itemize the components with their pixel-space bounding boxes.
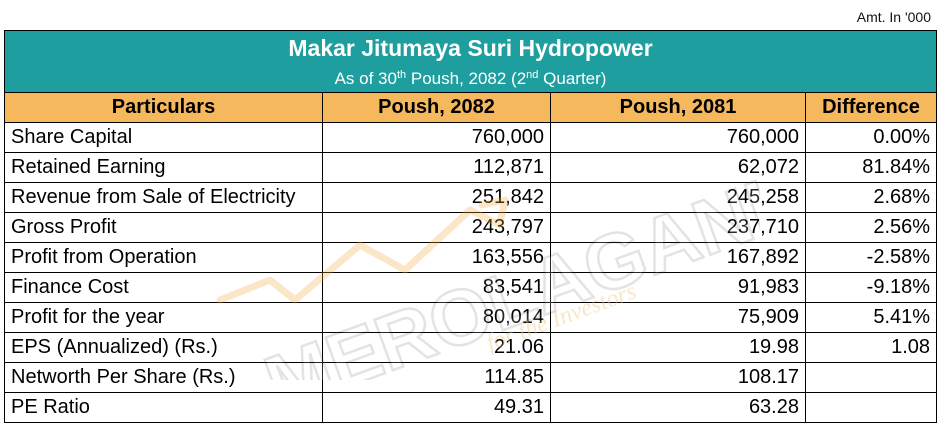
difference-cell — [804, 392, 938, 423]
previous-value-cell: 75,909 — [550, 302, 806, 333]
table-row: Gross Profit 243,797 237,710 2.56% — [4, 212, 938, 243]
previous-value-cell: 91,983 — [550, 272, 806, 303]
particular-cell: Profit from Operation — [4, 242, 323, 273]
table-row: Profit for the year 80,014 75,909 5.41% — [4, 302, 938, 333]
difference-cell: -2.58% — [804, 242, 938, 273]
table-row: Finance Cost 83,541 91,983 -9.18% — [4, 272, 938, 303]
particular-cell: PE Ratio — [4, 392, 323, 423]
difference-cell: 81.84% — [804, 152, 938, 183]
difference-cell — [804, 362, 938, 393]
table-row: PE Ratio 49.31 63.28 — [4, 392, 938, 423]
previous-value-cell: 237,710 — [550, 212, 806, 243]
particular-cell: Networth Per Share (Rs.) — [4, 362, 323, 393]
table-row: Networth Per Share (Rs.) 114.85 108.17 — [4, 362, 938, 393]
table-row: Revenue from Sale of Electricity 251,842… — [4, 182, 938, 213]
current-value-cell: 251,842 — [322, 182, 551, 213]
table-row: Profit from Operation 163,556 167,892 -2… — [4, 242, 938, 273]
current-value-cell: 80,014 — [322, 302, 551, 333]
particular-cell: Gross Profit — [4, 212, 323, 243]
current-value-cell: 112,871 — [322, 152, 551, 183]
amount-unit-note: Amt. In '000 — [856, 9, 931, 25]
particular-cell: Share Capital — [4, 122, 323, 153]
subtitle-prefix: As of 30 — [334, 68, 397, 88]
particular-cell: EPS (Annualized) (Rs.) — [4, 332, 323, 363]
column-header-row: Particulars Poush, 2082 Poush, 2081 Diff… — [4, 92, 938, 123]
subtitle-suffix: Quarter) — [538, 68, 607, 88]
current-value-cell: 760,000 — [322, 122, 551, 153]
difference-cell: 1.08 — [804, 332, 938, 363]
previous-value-cell: 19.98 — [550, 332, 806, 363]
current-value-cell: 243,797 — [322, 212, 551, 243]
previous-value-cell: 245,258 — [550, 182, 806, 213]
current-value-cell: 49.31 — [322, 392, 551, 423]
previous-value-cell: 108.17 — [550, 362, 806, 393]
current-value-cell: 114.85 — [322, 362, 551, 393]
financial-highlights-table: Makar Jitumaya Suri Hydropower As of 30t… — [3, 30, 938, 423]
company-title: Makar Jitumaya Suri Hydropower — [3, 30, 938, 65]
difference-cell: 2.56% — [804, 212, 938, 243]
previous-value-cell: 63.28 — [550, 392, 806, 423]
particular-cell: Revenue from Sale of Electricity — [4, 182, 323, 213]
difference-cell: 0.00% — [804, 122, 938, 153]
table-row: Retained Earning 112,871 62,072 81.84% — [4, 152, 938, 183]
table-title-row: Makar Jitumaya Suri Hydropower — [3, 30, 938, 65]
difference-cell: 2.68% — [804, 182, 938, 213]
difference-cell: -9.18% — [804, 272, 938, 303]
particular-cell: Finance Cost — [4, 272, 323, 303]
current-value-cell: 21.06 — [322, 332, 551, 363]
subtitle-middle: Poush, 2082 (2 — [406, 68, 527, 88]
previous-value-cell: 760,000 — [550, 122, 806, 153]
current-value-cell: 83,541 — [322, 272, 551, 303]
particular-cell: Retained Earning — [4, 152, 323, 183]
subtitle-sup-nd: nd — [526, 68, 539, 81]
previous-value-cell: 62,072 — [550, 152, 806, 183]
column-header-difference: Difference — [804, 92, 938, 123]
table-subtitle-row: As of 30th Poush, 2082 (2nd Quarter) — [3, 65, 938, 93]
table-row: EPS (Annualized) (Rs.) 21.06 19.98 1.08 — [4, 332, 938, 363]
column-header-particulars: Particulars — [4, 92, 323, 123]
particular-cell: Profit for the year — [4, 302, 323, 333]
column-header-poush-2081: Poush, 2081 — [550, 92, 806, 123]
table-row: Share Capital 760,000 760,000 0.00% — [4, 122, 938, 153]
period-subtitle: As of 30th Poush, 2082 (2nd Quarter) — [3, 65, 938, 93]
previous-value-cell: 167,892 — [550, 242, 806, 273]
column-header-poush-2082: Poush, 2082 — [322, 92, 551, 123]
current-value-cell: 163,556 — [322, 242, 551, 273]
subtitle-sup-th: th — [396, 68, 407, 81]
difference-cell: 5.41% — [804, 302, 938, 333]
